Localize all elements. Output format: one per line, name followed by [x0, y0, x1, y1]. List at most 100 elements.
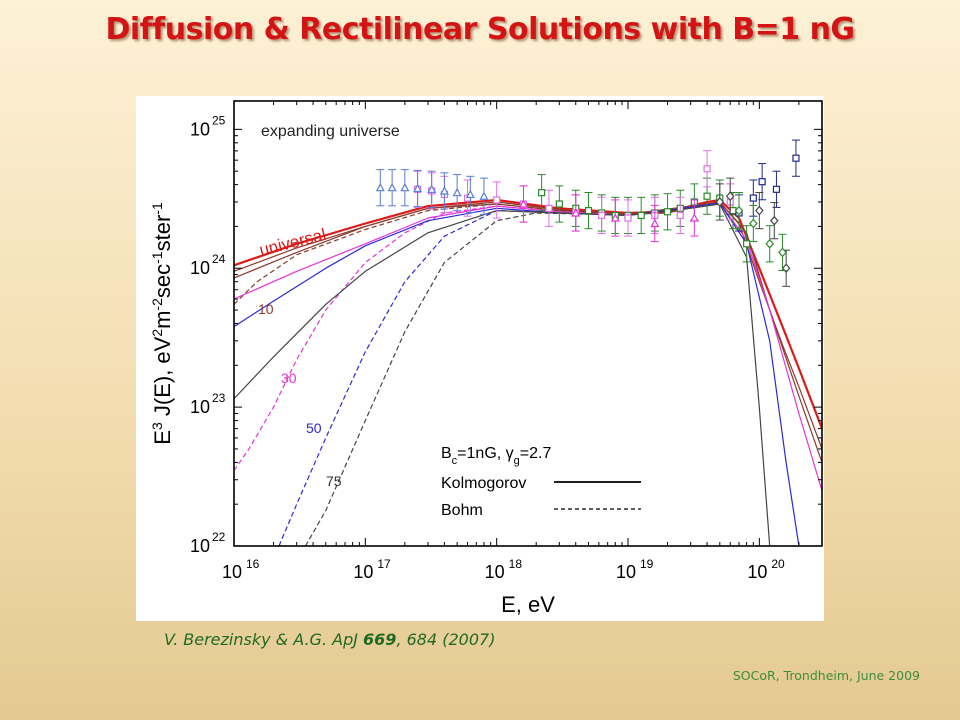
y-tick-label: 10 — [190, 119, 210, 139]
footer-conference: SOCoR, Trondheim, June 2009 — [732, 668, 920, 683]
data-points — [375, 139, 800, 287]
data-marker-diamond — [715, 197, 725, 207]
y-tick-label: 10 — [190, 536, 210, 556]
data-marker-square — [792, 154, 800, 162]
annotation-distance-10: 10 — [258, 301, 274, 317]
y-tick-exponent: 25 — [212, 113, 226, 127]
data-marker-square — [555, 200, 563, 208]
y-tick-exponent: 22 — [212, 530, 226, 544]
curve-30-B — [234, 205, 560, 471]
citation-volume: 669 — [363, 630, 397, 649]
data-marker-square — [637, 211, 645, 220]
legend-kolmogorov-label: Kolmogorov — [441, 475, 526, 492]
y-tick-label: 10 — [190, 258, 210, 278]
annotation-distance-75: 75 — [326, 473, 342, 489]
y-tick-label: 10 — [190, 397, 210, 417]
data-marker-triangle — [650, 218, 660, 228]
data-marker-square — [676, 211, 684, 220]
y-axis-label-part: E — [150, 430, 175, 445]
data-marker-square — [663, 208, 672, 216]
data-marker-diamond — [770, 215, 779, 226]
x-tick-exponent: 17 — [377, 557, 391, 571]
data-marker-triangle — [387, 182, 397, 192]
y-axis-label-superscript: 3 — [149, 422, 165, 430]
y-axis-label-part: ster — [150, 215, 175, 252]
plot-frame — [233, 100, 823, 547]
x-axis-label: E, eV — [501, 592, 555, 617]
data-marker-square — [598, 211, 606, 220]
citation-authors: V. Berezinsky & A.G. ApJ — [164, 630, 364, 649]
y-axis-label-superscript: -2 — [149, 298, 165, 311]
data-marker-triangle — [479, 191, 489, 200]
y-axis-label-part: J(E), eV — [150, 336, 175, 422]
y-axis-label-superscript: -1 — [149, 202, 165, 215]
curve-50-B — [278, 209, 560, 546]
x-tick-label: 10 — [222, 562, 242, 582]
data-marker-diamond — [725, 191, 735, 202]
data-marker-diamond — [734, 205, 744, 216]
citation: V. Berezinsky & A.G. ApJ 669, 684 (2007) — [164, 630, 495, 649]
y-axis-label-part: m — [150, 311, 175, 329]
legend-parameter-part: B — [441, 445, 452, 462]
data-marker-square — [545, 204, 553, 212]
y-tick-exponent: 24 — [212, 252, 226, 266]
curve-50-K — [234, 202, 800, 546]
legend-parameter-subscript: g — [514, 455, 520, 467]
data-marker-triangle — [465, 189, 475, 199]
data-marker-triangle — [452, 187, 462, 197]
x-tick-label: 10 — [616, 562, 636, 582]
data-marker-triangle — [571, 208, 581, 217]
data-marker-diamond — [765, 238, 775, 249]
data-marker-square — [624, 214, 632, 222]
data-marker-diamond — [778, 247, 787, 258]
annotation-distance-30: 30 — [281, 370, 297, 386]
y-axis-label-part: sec — [150, 264, 175, 298]
data-marker-square — [703, 165, 711, 173]
data-marker-triangle — [400, 182, 410, 192]
data-marker-square — [538, 189, 546, 197]
data-marker-square — [584, 206, 593, 215]
data-marker-square — [493, 196, 501, 204]
data-marker-diamond — [749, 218, 758, 229]
data-marker-square — [749, 194, 757, 202]
x-tick-label: 10 — [353, 562, 373, 582]
curve-75-B — [304, 212, 589, 546]
x-tick-label: 10 — [485, 562, 505, 582]
annotation-distance-50: 50 — [306, 420, 322, 436]
data-marker-square — [743, 240, 751, 248]
x-tick-exponent: 18 — [509, 557, 523, 571]
curve-75-K — [234, 203, 771, 546]
data-marker-diamond — [755, 205, 764, 216]
x-tick-label: 10 — [747, 562, 767, 582]
data-marker-square — [772, 185, 781, 193]
annotation-expanding-universe: expanding universe — [261, 123, 400, 140]
legend-parameter-subscript: c — [452, 455, 458, 467]
citation-pages: , 684 (2007) — [396, 630, 496, 649]
y-tick-exponent: 23 — [212, 391, 226, 405]
y-axis-label-superscript: 2 — [149, 329, 165, 337]
slide-title: Diffusion & Rectilinear Solutions with B… — [105, 12, 855, 47]
x-tick-exponent: 19 — [640, 557, 654, 571]
legend-parameter-part: γ — [506, 445, 514, 462]
x-tick-exponent: 20 — [771, 557, 785, 571]
legend-parameters: Bc=1nG, γg=2.7 — [441, 445, 551, 467]
y-axis-label: E3 J(E), eV2m-2sec-1ster-1 — [149, 202, 175, 445]
legend-parameter-part: =2.7 — [520, 445, 552, 462]
data-marker-triangle — [518, 199, 528, 208]
data-marker-diamond — [781, 263, 791, 274]
data-marker-triangle — [413, 183, 423, 193]
y-axis-label-superscript: -1 — [149, 251, 165, 264]
data-marker-triangle — [610, 213, 620, 222]
axis-ticks — [233, 101, 823, 547]
chart-figure: 10 16 10 17 10 18 10 19 10 20 10 22 10 23 10 24 10 25 E, e… — [136, 96, 824, 621]
data-marker-square — [758, 178, 766, 186]
x-tick-exponent: 16 — [246, 557, 260, 571]
data-marker-triangle — [689, 213, 699, 222]
legend-bohm-label: Bohm — [441, 502, 483, 519]
data-marker-triangle — [439, 186, 449, 195]
data-marker-square — [703, 192, 711, 200]
model-curves — [234, 198, 822, 546]
legend-parameter-part: =1nG, — [457, 445, 505, 462]
data-marker-triangle — [427, 184, 437, 193]
